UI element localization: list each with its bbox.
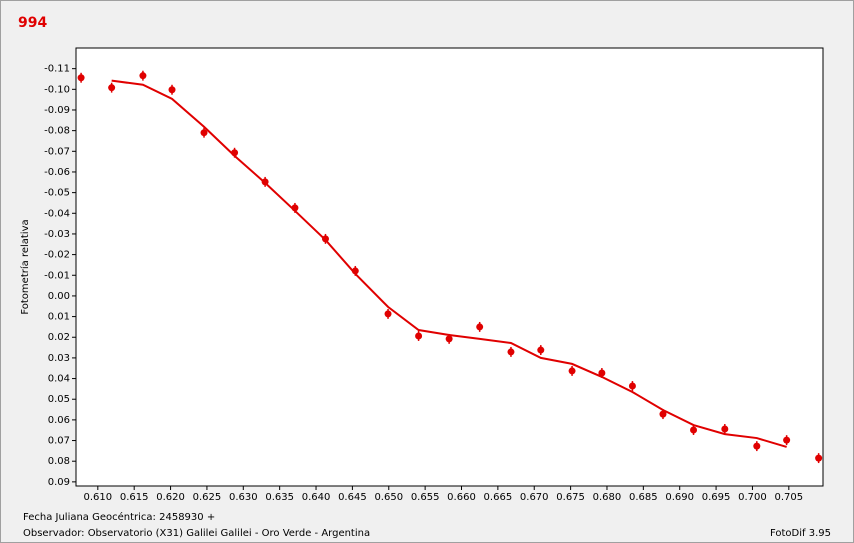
x-tick-label: 0.665: [484, 492, 513, 503]
y-tick-label: -0.03: [44, 229, 70, 240]
data-point: [108, 84, 116, 92]
data-point: [168, 86, 176, 94]
data-point: [598, 369, 606, 377]
y-tick-label: -0.06: [44, 167, 70, 178]
data-point: [200, 129, 208, 137]
data-point: [753, 442, 761, 450]
y-tick-label: -0.07: [44, 146, 70, 157]
x-tick-label: 0.670: [520, 492, 549, 503]
data-point: [507, 348, 515, 356]
y-tick-label: 0.05: [48, 394, 70, 405]
x-tick-label: 0.695: [702, 492, 731, 503]
data-point: [783, 436, 791, 444]
x-tick-label: 0.630: [229, 492, 258, 503]
x-tick-label: 0.635: [265, 492, 294, 503]
x-tick-label: 0.700: [738, 492, 767, 503]
data-point: [77, 74, 85, 82]
x-tick-label: 0.655: [411, 492, 440, 503]
y-tick-label: 0.03: [48, 353, 70, 364]
chart-title: 994: [18, 15, 47, 31]
x-tick-label: 0.685: [629, 492, 658, 503]
y-axis-label: Fotometría relativa: [19, 219, 31, 314]
y-tick-label: -0.05: [44, 188, 70, 199]
y-tick-label: 0.09: [48, 477, 70, 488]
y-tick-label: -0.09: [44, 105, 70, 116]
y-tick-label: -0.10: [44, 84, 70, 95]
data-point: [384, 310, 392, 318]
x-axis-label: Fecha Juliana Geocéntrica: 2458930 +: [23, 511, 215, 523]
data-point: [690, 426, 698, 434]
x-tick-label: 0.705: [774, 492, 803, 503]
x-tick-label: 0.675: [556, 492, 585, 503]
data-point: [815, 454, 823, 462]
data-point: [537, 346, 545, 354]
y-tick-label: 0.04: [48, 374, 70, 385]
data-point: [628, 382, 636, 390]
software-note: FotoDif 3.95: [770, 528, 831, 539]
x-tick-label: 0.625: [193, 492, 222, 503]
x-tick-label: 0.690: [665, 492, 694, 503]
x-tick-label: 0.680: [593, 492, 622, 503]
x-tick-label: 0.615: [120, 492, 149, 503]
data-point: [568, 367, 576, 375]
observer-note: Observador: Observatorio (X31) Galilei G…: [23, 528, 370, 539]
y-tick-label: 0.01: [48, 312, 70, 323]
data-point: [139, 72, 147, 80]
y-tick-label: 0.07: [48, 436, 70, 447]
data-point: [476, 323, 484, 331]
y-tick-label: 0.06: [48, 415, 70, 426]
plot-area: [75, 47, 824, 487]
x-tick-label: 0.645: [338, 492, 367, 503]
x-tick-label: 0.610: [84, 492, 113, 503]
y-tick-label: -0.11: [44, 64, 70, 75]
y-tick-label: -0.02: [44, 250, 70, 261]
data-point: [415, 332, 423, 340]
fit-line: [111, 79, 787, 448]
y-tick-label: -0.08: [44, 126, 70, 137]
y-tick-label: 0.08: [48, 456, 70, 467]
y-tick-label: 0.00: [48, 291, 70, 302]
x-tick-label: 0.620: [156, 492, 185, 503]
data-point: [659, 410, 667, 418]
y-tick-label: 0.02: [48, 332, 70, 343]
x-tick-label: 0.640: [302, 492, 331, 503]
y-tick-label: -0.01: [44, 270, 70, 281]
data-point: [445, 335, 453, 343]
x-tick-label: 0.650: [374, 492, 403, 503]
x-tick-label: 0.660: [447, 492, 476, 503]
y-tick-label: -0.04: [44, 208, 70, 219]
data-point: [721, 425, 729, 433]
